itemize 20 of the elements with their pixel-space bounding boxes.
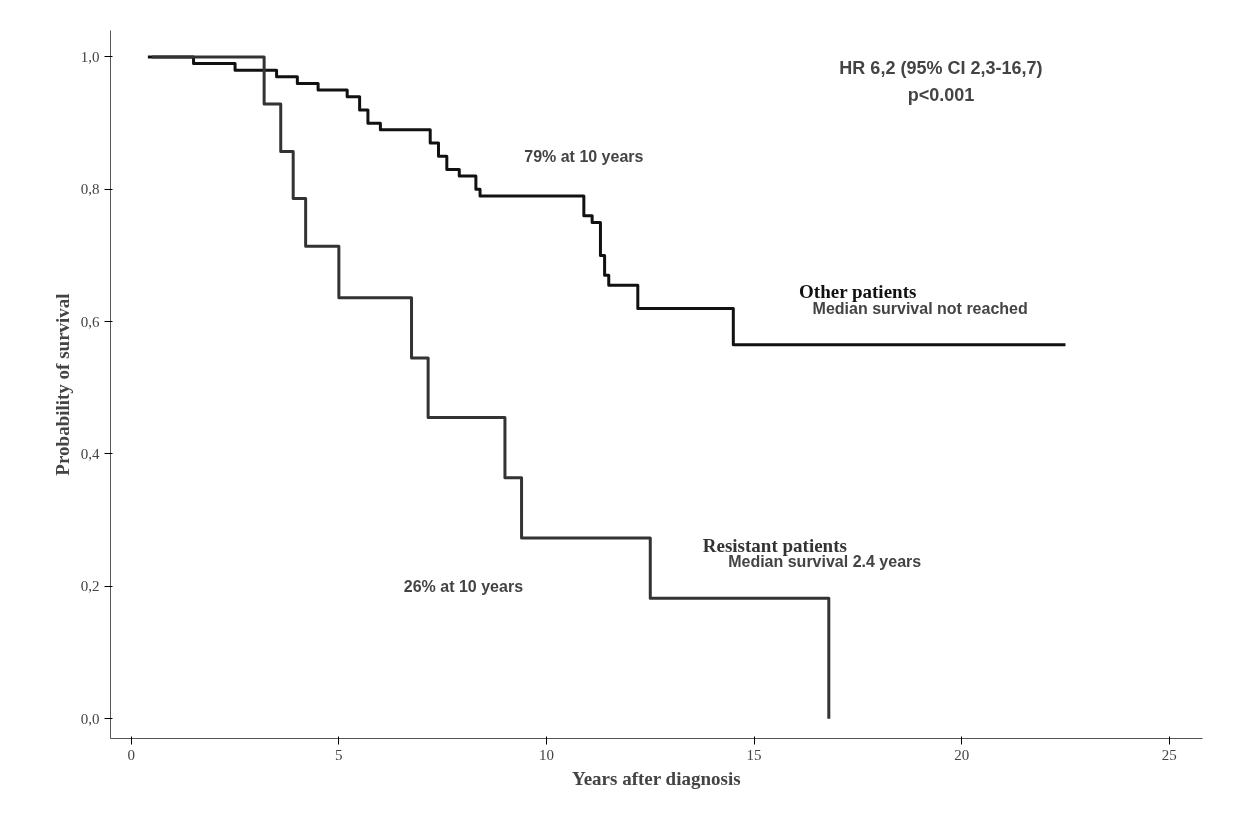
x-tick-label: 10 [538, 746, 554, 763]
x-axis-title: Years after diagnosis [572, 767, 741, 789]
annotation: 79% at 10 years [524, 147, 644, 165]
y-tick-label: 0,2 [80, 578, 100, 595]
x-tick-label: 0 [127, 746, 136, 763]
y-tick-label: 0,6 [80, 313, 100, 330]
y-tick-label: 0,0 [80, 710, 100, 727]
text: Other patients [799, 281, 917, 303]
y-tick-label: 0,8 [80, 181, 100, 198]
annotation: 26% at 10 years [403, 577, 524, 595]
annotation: HR 6,2 (95% CI 2,3-16,7) [839, 57, 1043, 78]
x-tick-label: 25 [1161, 746, 1177, 763]
y-tick-label: 1,0 [80, 48, 100, 65]
x-tick-label: 15 [746, 746, 762, 763]
x-tick-label: 5 [335, 746, 343, 763]
x-tick-label: 20 [954, 746, 970, 763]
y-tick-label: 0,4 [80, 445, 100, 462]
text: Resistant patients [702, 534, 847, 556]
annotation: p<0.001 [907, 84, 975, 105]
y-axis-title: Probability of survival [51, 293, 73, 476]
